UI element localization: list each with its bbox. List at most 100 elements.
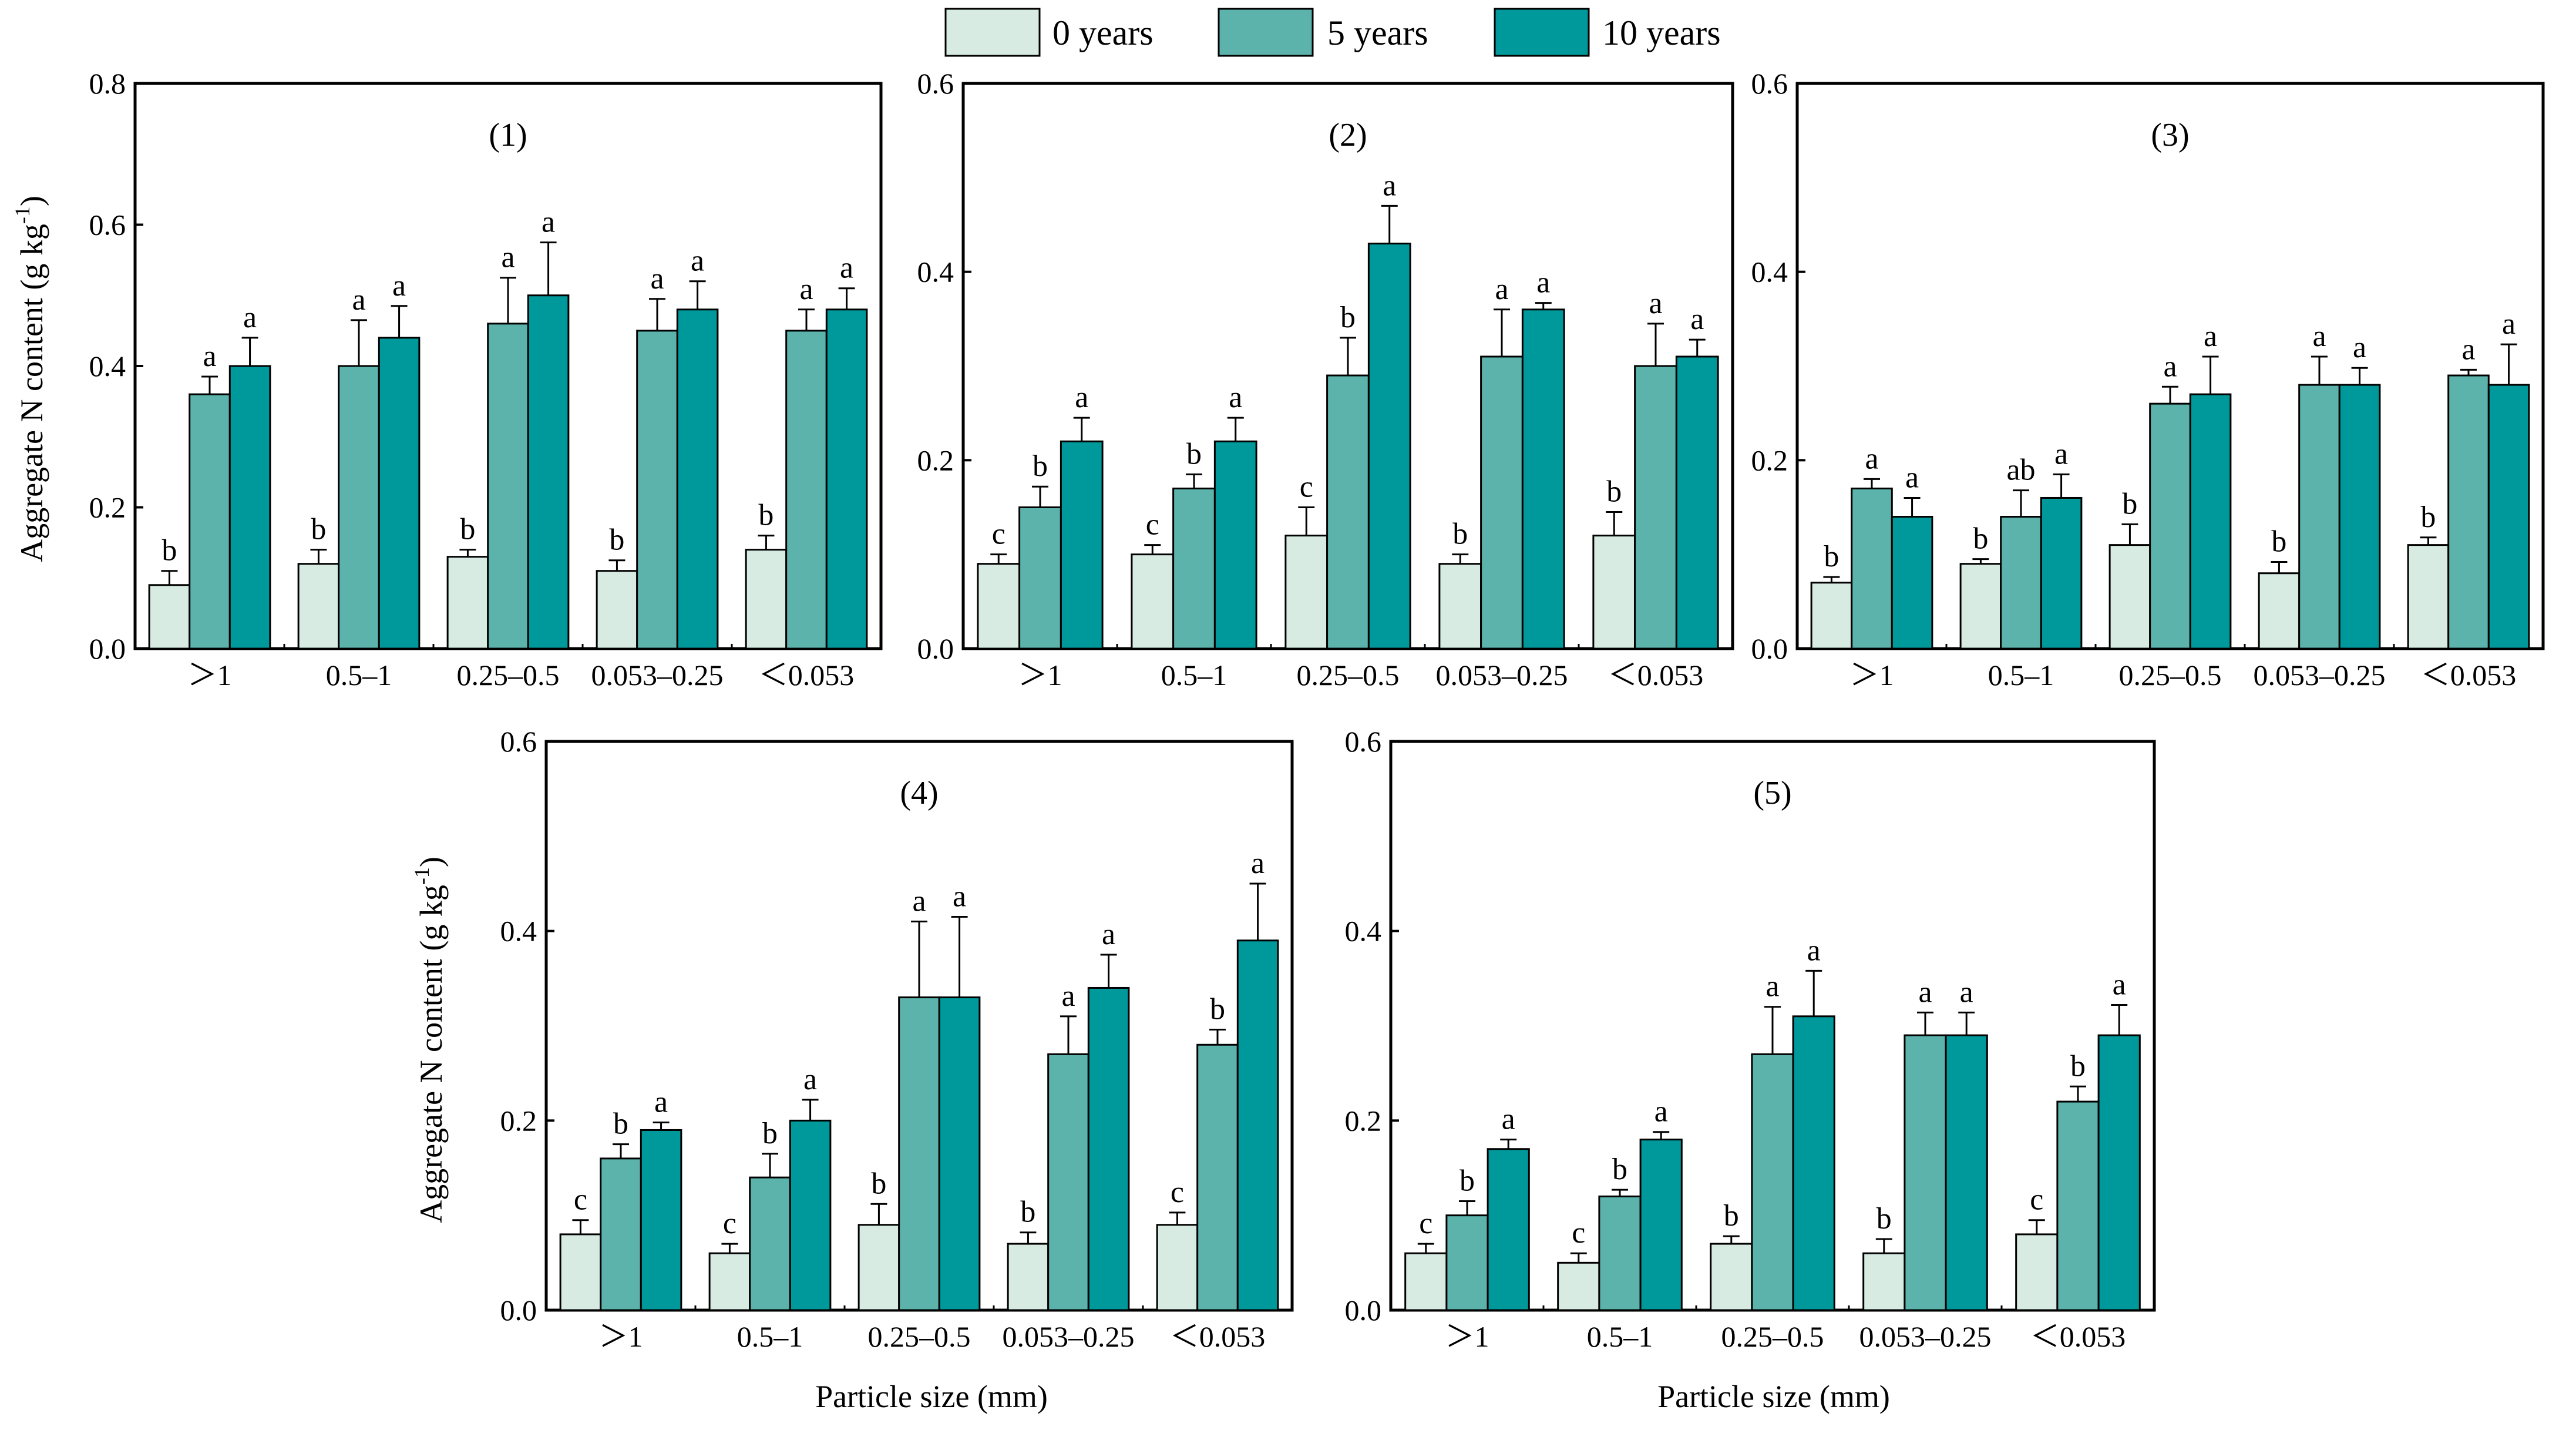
significance-label-1-4-0-years: b <box>609 523 624 557</box>
significance-label-4-3-0-years: b <box>871 1167 886 1200</box>
y-tick-label-4-3: 0.6 <box>500 725 537 758</box>
panel-title-1: (1) <box>489 117 527 153</box>
bar-5-1-5-years <box>1445 1214 1489 1311</box>
bar-2-3-0-years <box>1284 535 1329 650</box>
x-tick-label-2-2: 0.25–0.5 <box>1297 659 1400 691</box>
significance-label-4-2-10-years: a <box>803 1063 817 1096</box>
y-tick-label-3-2: 0.4 <box>1751 256 1788 288</box>
significance-label-1-1-10-years: a <box>243 301 257 334</box>
bar-3-4-0-years <box>2258 572 2301 650</box>
bar-2-4-5-years <box>1480 355 1524 650</box>
significance-label-1-2-10-years: a <box>392 269 406 303</box>
legend-item-5-years: 5 years <box>1218 8 1428 57</box>
bar-4-4-5-years <box>1047 1053 1089 1311</box>
significance-label-2-5-5-years: a <box>1649 287 1662 320</box>
significance-label-4-5-5-years: b <box>1210 992 1225 1026</box>
significance-label-3-4-5-years: a <box>2312 320 2326 353</box>
x-tick-label-4-1: 0.5–1 <box>737 1320 803 1353</box>
panel-title-3: (3) <box>2151 117 2189 153</box>
significance-label-1-3-0-years: b <box>460 513 475 546</box>
bar-4-3-0-years <box>857 1224 900 1311</box>
y-tick-label-5-3: 0.6 <box>1345 725 1382 758</box>
bar-2-5-10-years <box>1675 355 1719 650</box>
bar-1-5-10-years <box>825 308 868 650</box>
significance-label-5-4-0-years: b <box>1876 1202 1892 1236</box>
bar-5-3-0-years <box>1710 1243 1753 1311</box>
significance-label-3-1-5-years: a <box>1865 442 1878 475</box>
panel-5: (5)0.00.20.40.6＞1cba0.5–1cba0.25–0.5baa0… <box>1345 725 2156 1353</box>
y-tick-label-5-2: 0.4 <box>1345 915 1382 948</box>
bar-5-4-10-years <box>1945 1034 1988 1311</box>
x-tick-label-1-4: ＜0.053 <box>759 659 855 691</box>
y-tick-label-3-1: 0.2 <box>1751 444 1788 476</box>
bar-5-2-5-years <box>1598 1195 1642 1311</box>
bar-4-5-0-years <box>1156 1224 1199 1311</box>
bar-5-4-0-years <box>1862 1252 1906 1311</box>
significance-label-2-3-10-years: a <box>1383 169 1396 202</box>
x-tick-label-2-1: 0.5–1 <box>1161 659 1228 691</box>
x-tick-label-5-4: ＜0.053 <box>2030 1320 2126 1353</box>
x-tick-label-5-0: ＞1 <box>1445 1320 1489 1353</box>
significance-label-2-1-0-years: c <box>992 518 1005 551</box>
panel-2: (2)0.00.20.40.6＞1cba0.5–1cba0.25–0.5cba0… <box>917 67 1734 691</box>
bar-5-3-5-years <box>1751 1053 1794 1311</box>
bar-4-4-0-years <box>1007 1243 1050 1311</box>
x-tick-label-5-1: 0.5–1 <box>1587 1320 1653 1353</box>
significance-label-2-5-0-years: b <box>1606 475 1622 509</box>
significance-label-5-4-5-years: a <box>1918 975 1932 1009</box>
bar-3-1-0-years <box>1810 582 1853 650</box>
significance-label-3-5-10-years: a <box>2502 307 2516 341</box>
significance-label-4-4-0-years: b <box>1020 1196 1035 1229</box>
significance-label-3-2-5-years: ab <box>2006 454 2035 487</box>
x-tick-label-2-0: ＞1 <box>1018 659 1062 691</box>
bar-1-3-10-years <box>527 294 570 650</box>
legend-swatch-10-years <box>1494 8 1590 57</box>
legend-item-0-years: 0 years <box>944 8 1154 57</box>
significance-label-5-1-10-years: a <box>1502 1103 1515 1136</box>
x-tick-label-5-3: 0.053–0.25 <box>1859 1320 1992 1353</box>
bar-2-3-10-years <box>1367 243 1411 650</box>
significance-label-2-2-5-years: b <box>1186 437 1202 471</box>
bar-1-3-5-years <box>487 323 529 650</box>
legend-label-5-years: 5 years <box>1327 14 1428 52</box>
significance-label-3-5-0-years: b <box>2420 501 2436 534</box>
bar-3-5-5-years <box>2447 374 2490 650</box>
significance-label-3-3-0-years: b <box>2122 487 2137 521</box>
significance-label-2-1-5-years: b <box>1033 449 1048 483</box>
x-tick-label-1-3: 0.053–0.25 <box>591 659 724 691</box>
y-tick-label-4-1: 0.2 <box>500 1104 537 1137</box>
y-tick-label-2-2: 0.4 <box>917 256 954 288</box>
significance-label-5-3-10-years: a <box>1807 934 1821 967</box>
x-axis-title-panel-4: Particle size (mm) <box>815 1379 1048 1414</box>
significance-label-5-1-0-years: c <box>1419 1207 1432 1240</box>
bar-2-1-0-years <box>977 563 1021 650</box>
legend-label-10-years: 10 years <box>1602 14 1721 52</box>
x-tick-label-4-0: ＞1 <box>599 1320 643 1353</box>
y-tick-label-4-0: 0.0 <box>500 1294 537 1327</box>
x-tick-label-1-0: ＞1 <box>188 659 232 691</box>
y-axis-title-row1: Aggregate N content (g kg-1) <box>11 196 49 562</box>
significance-label-3-2-0-years: b <box>1973 522 1988 556</box>
bar-3-3-0-years <box>2108 544 2151 650</box>
y-tick-label-1-2: 0.4 <box>89 350 126 382</box>
bar-2-2-0-years <box>1131 553 1175 650</box>
significance-label-5-5-10-years: a <box>2113 968 2126 1002</box>
bar-4-2-0-years <box>708 1252 751 1311</box>
significance-label-3-4-0-years: b <box>2271 525 2286 558</box>
bar-4-2-10-years <box>789 1119 832 1311</box>
bar-5-1-0-years <box>1404 1252 1448 1311</box>
y-tick-label-3-3: 0.6 <box>1751 67 1788 100</box>
bar-3-4-10-years <box>2338 384 2381 650</box>
legend-label-0-years: 0 years <box>1052 14 1154 52</box>
bar-2-5-5-years <box>1634 365 1677 650</box>
x-tick-label-1-2: 0.25–0.5 <box>457 659 560 691</box>
bar-4-1-0-years <box>559 1233 602 1311</box>
bar-5-3-10-years <box>1792 1015 1835 1311</box>
bar-1-4-10-years <box>676 308 719 650</box>
panel-title-4: (4) <box>900 775 938 811</box>
significance-label-5-2-0-years: c <box>1572 1216 1585 1250</box>
significance-label-4-2-5-years: b <box>762 1117 778 1150</box>
significance-label-1-2-0-years: b <box>311 513 326 546</box>
significance-label-1-4-5-years: a <box>650 262 664 296</box>
